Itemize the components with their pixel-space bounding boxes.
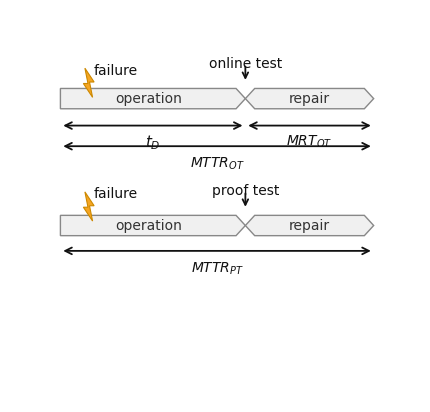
Polygon shape: [83, 192, 94, 221]
Text: proof test: proof test: [212, 184, 279, 198]
Text: repair: repair: [289, 91, 330, 105]
Text: failure: failure: [94, 187, 138, 201]
Polygon shape: [60, 215, 246, 236]
Text: $MTTR_{OT}$: $MTTR_{OT}$: [190, 156, 244, 172]
Text: repair: repair: [289, 218, 330, 232]
Polygon shape: [246, 89, 374, 109]
Polygon shape: [60, 89, 246, 109]
Text: $MRT_{OT}$: $MRT_{OT}$: [286, 133, 333, 150]
Text: $MTTR_{PT}$: $MTTR_{PT}$: [190, 260, 243, 277]
Text: operation: operation: [115, 91, 181, 105]
Text: $\mathit{t}_{D}$: $\mathit{t}_{D}$: [145, 133, 161, 152]
Polygon shape: [246, 215, 374, 236]
Text: operation: operation: [115, 218, 181, 232]
Text: online test: online test: [209, 57, 282, 71]
Polygon shape: [83, 68, 94, 97]
Text: failure: failure: [94, 64, 138, 78]
